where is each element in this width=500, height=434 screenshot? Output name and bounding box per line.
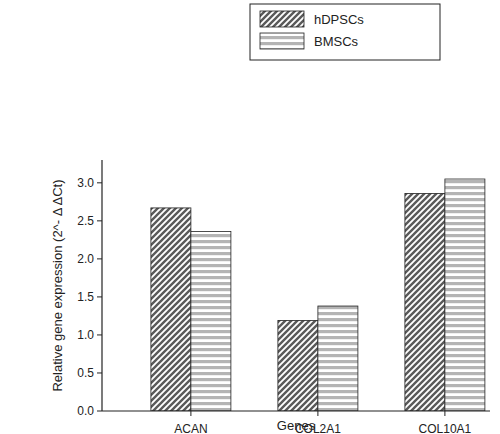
y-tick-label: 3.0 [77,176,94,190]
y-tick [97,182,102,183]
x-axis-title: Genes [277,418,316,433]
bar [278,320,318,411]
y-tick-label: 0.5 [77,366,94,380]
y-tick [97,220,102,221]
y-tick-label: 1.0 [77,328,94,342]
legend-swatch [260,11,304,27]
y-axis-title: Relative gene expression (2^- Δ ΔCt) [50,179,65,391]
x-tick [317,411,318,416]
y-tick-label: 2.0 [77,252,94,266]
legend-swatch [260,33,304,49]
legend-label: BMSCs [314,34,359,49]
bar [445,179,485,411]
x-tick-label: ACAN [174,422,207,434]
bar [191,231,231,411]
legend-box [250,4,440,60]
y-tick-label: 1.5 [77,290,94,304]
y-tick [97,334,102,335]
bar [405,193,445,411]
bar [151,208,191,411]
x-tick [444,411,445,416]
y-tick [97,296,102,297]
y-tick-label: 0.0 [77,404,94,418]
x-tick [190,411,191,416]
y-tick [97,411,102,412]
y-tick [97,258,102,259]
y-tick-label: 2.5 [77,214,94,228]
bars [151,179,485,411]
x-axis-line [102,410,490,411]
legend: hDPSCs BMSCs [250,4,440,60]
x-tick-label: COL10A1 [419,422,472,434]
chart: ACANCOL2A1COL10A10.00.51.01.52.02.53.0Ge… [0,0,500,434]
bar [318,306,358,411]
y-tick [97,372,102,373]
legend-label: hDPSCs [314,12,364,27]
